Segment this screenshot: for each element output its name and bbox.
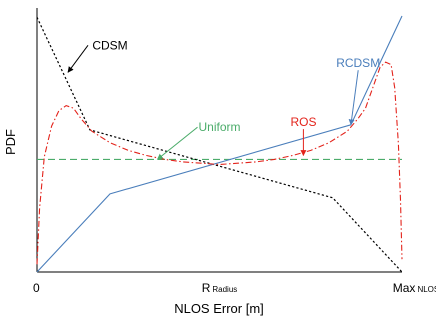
- x-axis-label: NLOS Error [m]: [174, 301, 264, 316]
- series-layer: [36, 15, 403, 273]
- annotation-label-rcdsm: RCDSM: [336, 56, 380, 70]
- y-axis-label: PDF: [3, 129, 18, 155]
- annotation-label-cdsm: CDSM: [92, 38, 127, 52]
- annotation-arrow-uniform: [156, 126, 198, 160]
- x-tick-label-0: 0: [33, 281, 40, 295]
- annotation-label-uniform: Uniform: [198, 120, 240, 134]
- series-line-rcdsm: [36, 15, 403, 273]
- series-line-ros: [36, 61, 403, 265]
- annotation-layer: CDSM RCDSM Uniform ROS: [67, 38, 380, 160]
- x-tick-label-max-nlos: MaxNLOS: [393, 281, 436, 295]
- plot-area: [36, 8, 402, 273]
- annotation-arrow-cdsm: [67, 45, 89, 73]
- annotation-label-ros: ROS: [290, 115, 316, 129]
- annotation-arrow-rcdsm: [348, 70, 359, 126]
- x-tick-label-r-radius: R Radius: [202, 281, 238, 295]
- series-line-cdsm: [36, 17, 403, 273]
